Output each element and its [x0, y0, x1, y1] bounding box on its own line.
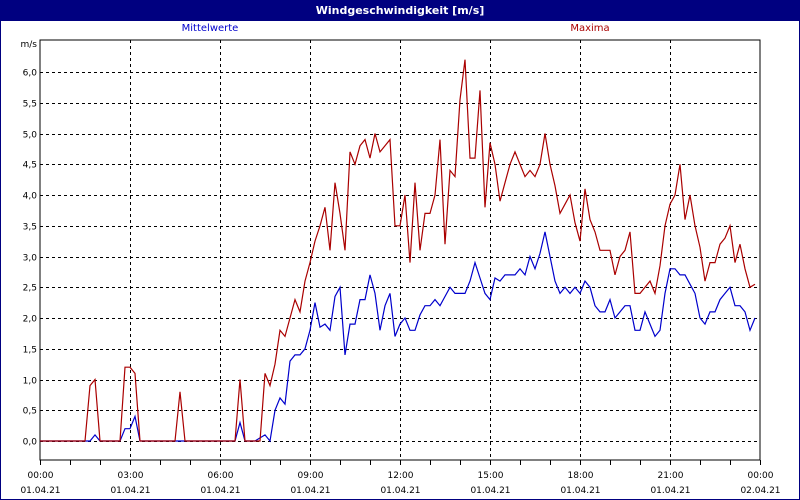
legend-max: Maxima [570, 23, 610, 34]
y-tick-label: 4,5 [23, 161, 37, 171]
y-tick-label: 0,5 [23, 407, 37, 417]
x-tick-time: 18:00 [568, 471, 594, 481]
x-tick-time: 12:00 [388, 471, 414, 481]
x-tick-date: 01.04.21 [20, 486, 60, 496]
x-tick-date: 01.04.21 [380, 486, 420, 496]
y-tick-label: 2,5 [23, 284, 37, 294]
x-tick-date: 02.04.21 [740, 486, 780, 496]
x-tick-time: 21:00 [658, 471, 684, 481]
chart-title: Windgeschwindigkeit [m/s] [1, 1, 799, 21]
x-tick-time: 09:00 [298, 471, 324, 481]
series-line-maxima [40, 59, 756, 442]
x-tick-date: 01.04.21 [290, 486, 330, 496]
x-tick-date: 01.04.21 [200, 486, 240, 496]
legend-mean: Mittelwerte [181, 23, 239, 34]
x-tick-date: 01.04.21 [110, 486, 150, 496]
y-tick-label: 1,0 [23, 377, 38, 387]
x-tick-date: 01.04.21 [650, 486, 690, 496]
x-tick-date: 01.04.21 [560, 486, 600, 496]
x-tick-time: 03:00 [118, 471, 144, 481]
x-tick-time: 06:00 [208, 471, 234, 481]
y-tick-label: 1,5 [23, 346, 37, 356]
x-tick-time: 00:00 [748, 471, 774, 481]
y-tick-label: 5,5 [23, 100, 37, 110]
x-tick-date: 01.04.21 [470, 486, 510, 496]
y-tick-label: 3,0 [23, 254, 38, 264]
y-tick-label: 5,0 [23, 131, 38, 141]
y-tick-label: 4,0 [23, 192, 38, 202]
y-tick-label: 0,0 [23, 438, 38, 448]
x-tick-time: 15:00 [478, 471, 504, 481]
y-unit-label: m/s [21, 40, 38, 50]
y-tick-label: 2,0 [23, 315, 38, 325]
y-tick-label: 6,0 [23, 69, 38, 79]
y-tick-label: 3,5 [23, 223, 37, 233]
x-tick-time: 00:00 [28, 471, 54, 481]
